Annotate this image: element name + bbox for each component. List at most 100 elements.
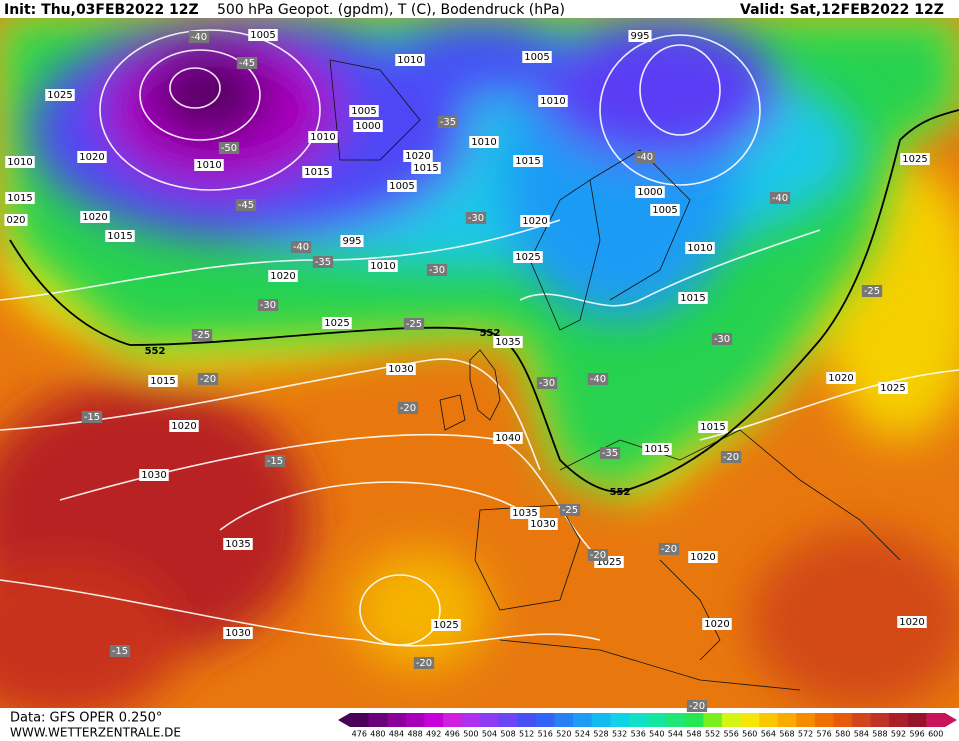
temperature-label-box <box>413 657 435 669</box>
height-label: 552 <box>610 487 631 498</box>
pressure-label: 1010 <box>687 243 712 254</box>
pressure-label: 1030 <box>141 470 166 481</box>
pressure-label-box <box>148 375 178 387</box>
colorbar-swatch <box>610 713 630 727</box>
pressure-label: 1025 <box>47 90 72 101</box>
temperature-label-box <box>658 543 680 555</box>
temperature-label: -30 <box>539 378 555 389</box>
pressure-label-box <box>308 131 338 143</box>
temperature-label: -25 <box>406 319 422 330</box>
temperature-label: -35 <box>315 257 331 268</box>
pressure-label: 1010 <box>370 261 395 272</box>
temperature-label: -25 <box>864 286 880 297</box>
colorbar-swatch <box>666 713 686 727</box>
init-time: Init: Thu,03FEB2022 12Z <box>4 2 199 18</box>
temperature-label: -40 <box>772 193 788 204</box>
height-label: 552 <box>480 328 501 339</box>
temperature-label-box <box>403 318 425 330</box>
pressure-label: 1020 <box>522 216 547 227</box>
colorbar-swatch <box>907 713 927 727</box>
pressure-label-box <box>387 180 417 192</box>
colorbar-swatch <box>628 713 648 727</box>
pressure-label-box <box>169 420 199 432</box>
temperature-label-box <box>257 299 279 311</box>
pressure-label: 1015 <box>413 163 438 174</box>
pressure-label: 1005 <box>652 205 677 216</box>
colorbar: 476 480 484 488 492 496 500 504 508 512 516 520 524 5… <box>338 713 957 739</box>
temperature-label-box <box>312 256 334 268</box>
colorbar-label: 556 <box>724 730 739 739</box>
pressure-label: 1020 <box>171 421 196 432</box>
pressure-label-box <box>403 150 433 162</box>
colorbar-label: 532 <box>612 730 627 739</box>
temperature-label-box <box>397 402 419 414</box>
temperature-label-box <box>686 700 708 712</box>
pressure-label: 1040 <box>495 433 520 444</box>
pressure-label-box <box>368 260 398 272</box>
colorbar-label: 524 <box>575 730 590 739</box>
valid-time: Valid: Sat,12FEB2022 12Z <box>740 2 944 18</box>
pressure-label: 1020 <box>704 619 729 630</box>
pressure-label-box <box>411 162 441 174</box>
colorbar-label: 528 <box>593 730 608 739</box>
data-source: Data: GFS OPER 0.250° <box>10 711 162 726</box>
isobars <box>0 29 959 647</box>
pressure-label: 1015 <box>644 444 669 455</box>
pressure-label-box <box>105 230 135 242</box>
colorbar-label: 492 <box>426 730 441 739</box>
pressure-label: 1000 <box>355 121 380 132</box>
pressure-label-box <box>628 30 652 42</box>
temperature-label-box <box>426 264 448 276</box>
temperature-label: -20 <box>200 374 216 385</box>
pressure-label-box <box>395 54 425 66</box>
pressure-label-box <box>268 270 298 282</box>
pressure-label: 1035 <box>495 337 520 348</box>
colorbar-label: 536 <box>631 730 646 739</box>
pressure-label-box <box>698 421 728 433</box>
temperature-label-box <box>711 333 733 345</box>
pressure-label: 1020 <box>270 271 295 282</box>
pressure-label: 1035 <box>225 539 250 550</box>
colorbar-arrow-right <box>945 713 957 727</box>
colorbar-label: 496 <box>445 730 460 739</box>
colorbar-label: 476 <box>352 730 367 739</box>
pressure-label: 1005 <box>351 106 376 117</box>
temperature-label: -15 <box>267 456 283 467</box>
temperature-label-box <box>587 549 609 561</box>
temperature-label: -20 <box>590 550 606 561</box>
temperature-label: -20 <box>416 658 432 669</box>
colorbar-label: 544 <box>668 730 683 739</box>
pressure-label-box <box>878 382 908 394</box>
pressure-label: 1010 <box>397 55 422 66</box>
coastlines <box>329 59 901 691</box>
colorbar-label: 576 <box>817 730 832 739</box>
temperature-label: -45 <box>239 58 255 69</box>
site: WWW.WETTERZENTRALE.DE <box>10 726 181 740</box>
temperature-label-box <box>720 451 742 463</box>
pressure-label-box <box>522 51 552 63</box>
pressure-label-box <box>353 120 383 132</box>
colorbar-label: 516 <box>538 730 553 739</box>
temperature-label: -40 <box>590 374 606 385</box>
temperature-label: -30 <box>468 213 484 224</box>
colorbar-label: 512 <box>519 730 534 739</box>
pressure-label: 1010 <box>471 137 496 148</box>
colorbar-swatch <box>852 713 872 727</box>
colorbar-swatch <box>461 713 481 727</box>
pressure-label-box <box>688 551 718 563</box>
temperature-label: -30 <box>260 300 276 311</box>
colorbar-label: 488 <box>407 730 422 739</box>
colorbar-label: 520 <box>556 730 571 739</box>
pressure-label: 995 <box>630 31 649 42</box>
pressure-label-box <box>510 507 540 519</box>
colorbar-swatch <box>777 713 797 727</box>
temperature-label: -45 <box>238 200 254 211</box>
pressure-label-box <box>538 95 568 107</box>
colorbar-swatch <box>387 713 407 727</box>
pressure-label-box <box>678 292 708 304</box>
pressure-label: 1030 <box>388 364 413 375</box>
pressure-label: 1005 <box>389 181 414 192</box>
pressure-label: 1010 <box>540 96 565 107</box>
colorbar-swatch <box>889 713 909 727</box>
